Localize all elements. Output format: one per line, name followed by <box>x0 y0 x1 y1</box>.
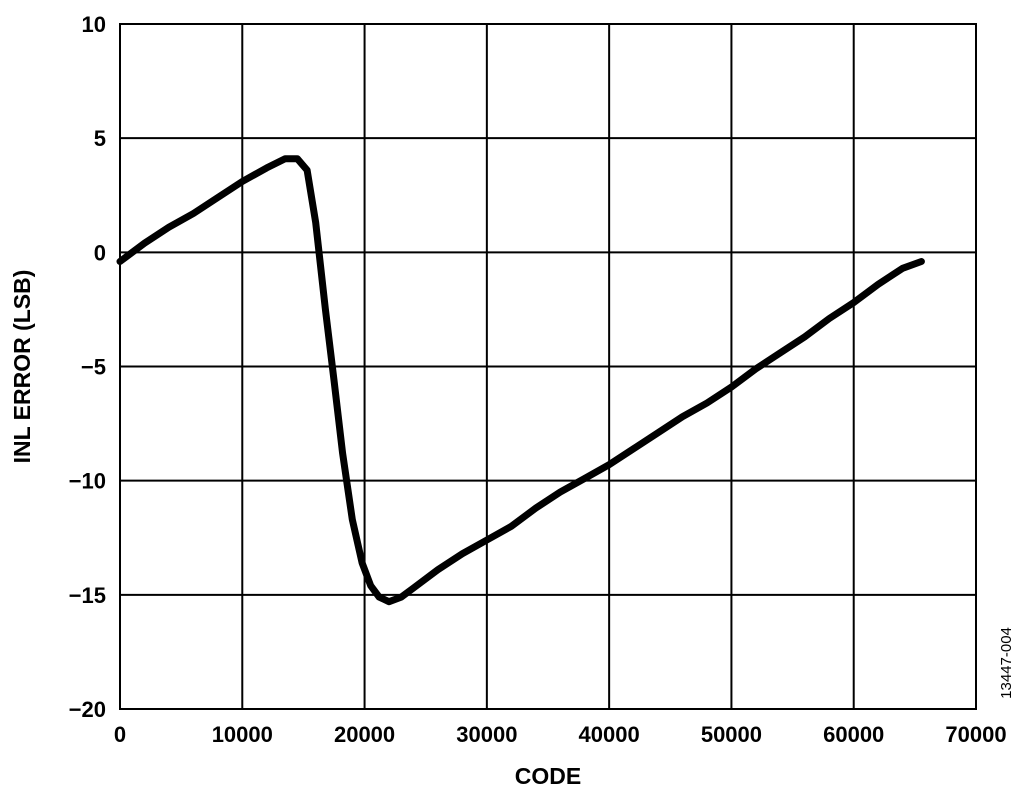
x-tick-label: 20000 <box>334 722 395 747</box>
x-tick-label: 50000 <box>701 722 762 747</box>
inl-series-line <box>116 155 925 606</box>
y-tick-label: 10 <box>82 12 106 37</box>
x-tick-labels: 0 10000 20000 30000 40000 50000 60000 70000 <box>114 722 1007 747</box>
y-tick-label: −20 <box>69 697 106 722</box>
x-tick-label: 40000 <box>579 722 640 747</box>
y-tick-label: −15 <box>69 583 106 608</box>
grid-lines <box>120 24 976 709</box>
y-tick-label: 5 <box>94 126 106 151</box>
y-axis-label: INL ERROR (LSB) <box>9 270 35 464</box>
x-tick-label: 30000 <box>456 722 517 747</box>
x-tick-label: 10000 <box>212 722 273 747</box>
plot-frame <box>119 23 977 710</box>
y-tick-label: 0 <box>94 240 106 265</box>
x-tick-label: 0 <box>114 722 126 747</box>
series-layer <box>116 155 925 606</box>
figure-id: 13447-004 <box>998 627 1015 699</box>
x-tick-label: 60000 <box>823 722 884 747</box>
y-tick-label: −5 <box>81 355 106 380</box>
y-tick-label: −10 <box>69 469 106 494</box>
y-tick-labels: 10 5 0 −5 −10 −15 −20 <box>69 12 106 722</box>
x-axis-label: CODE <box>515 763 581 789</box>
x-tick-label: 70000 <box>945 722 1006 747</box>
